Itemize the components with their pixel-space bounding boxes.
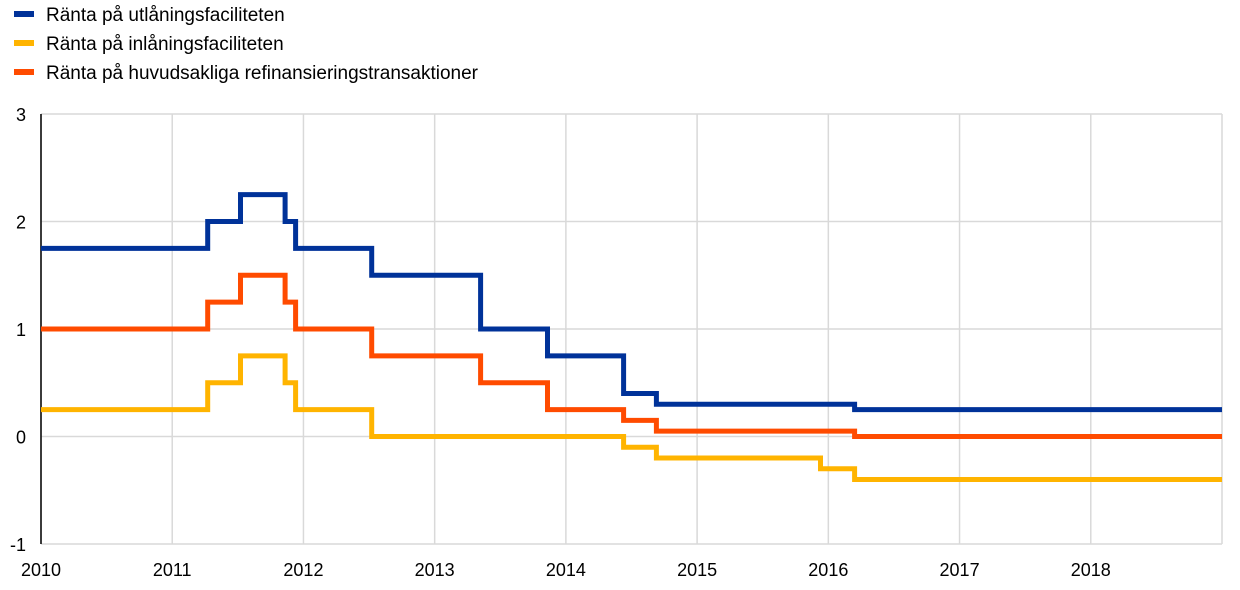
- x-tick-label: 2016: [808, 560, 848, 580]
- y-axis-ticks: 3 2 1 0 -1: [10, 105, 26, 555]
- series-line-2: [41, 353, 1222, 482]
- x-tick-label: 2010: [21, 560, 61, 580]
- legend-swatch: [14, 40, 34, 46]
- x-tick-label: 2014: [546, 560, 586, 580]
- gridlines: [40, 113, 1223, 545]
- legend-item: Ränta på inlåningsfaciliteten: [14, 34, 284, 55]
- legend-label: Ränta på inlåningsfaciliteten: [46, 34, 284, 55]
- legend: Ränta på utlåningsfaciliteten Ränta på in…: [14, 5, 479, 84]
- x-axis-ticks: 2010 2011 2012 2013 2014 2015 2016 2017 2018: [21, 560, 1111, 580]
- x-tick-label: 2012: [283, 560, 323, 580]
- legend-item: Ränta på utlåningsfaciliteten: [14, 5, 285, 26]
- y-tick-label: -1: [10, 535, 26, 555]
- y-tick-label: 0: [16, 428, 26, 448]
- x-tick-label: 2013: [415, 560, 455, 580]
- x-tick-label: 2017: [940, 560, 980, 580]
- y-tick-label: 3: [16, 105, 26, 125]
- x-tick-label: 2011: [153, 560, 192, 580]
- legend-swatch: [14, 69, 34, 75]
- series-line-1: [41, 192, 1222, 413]
- y-tick-label: 2: [16, 213, 26, 233]
- x-tick-label: 2015: [677, 560, 717, 580]
- legend-swatch: [14, 11, 34, 17]
- series-lines: [41, 192, 1222, 482]
- x-tick-label: 2018: [1071, 560, 1111, 580]
- series-line-3: [41, 272, 1222, 439]
- legend-label: Ränta på huvudsakliga refinansieringstra…: [46, 63, 479, 84]
- legend-item: Ränta på huvudsakliga refinansieringstra…: [14, 63, 479, 84]
- legend-label: Ränta på utlåningsfaciliteten: [46, 5, 285, 26]
- y-tick-label: 1: [16, 320, 26, 340]
